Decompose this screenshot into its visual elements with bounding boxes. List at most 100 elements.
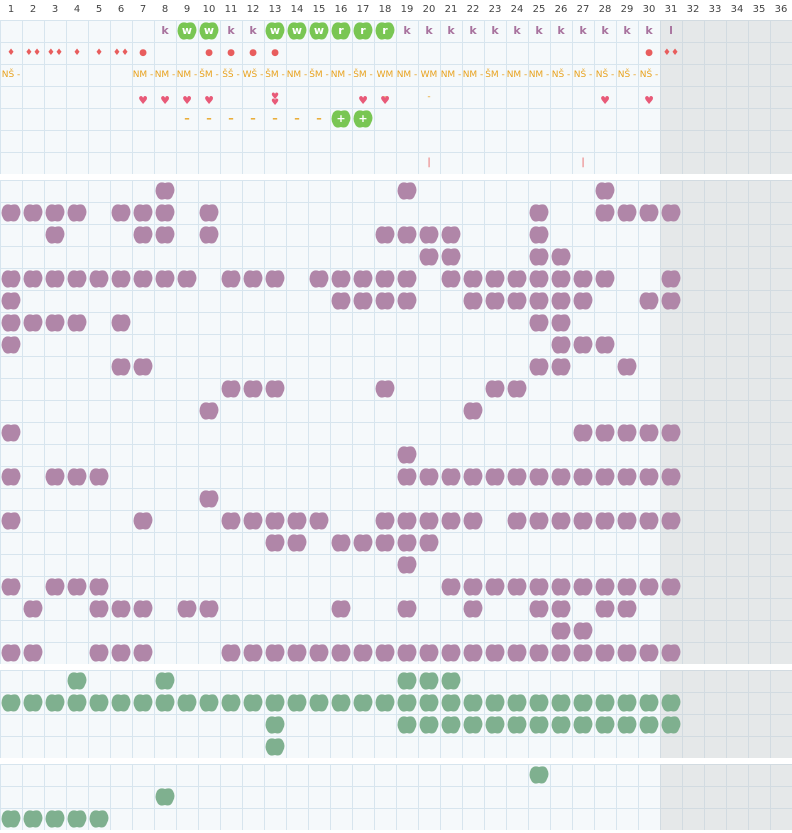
purple-habit-mark[interactable] bbox=[462, 290, 484, 312]
green-habit-mark[interactable] bbox=[528, 692, 550, 714]
purple-habit-mark[interactable] bbox=[132, 268, 154, 290]
purple-habit-mark[interactable] bbox=[0, 642, 22, 664]
purple-habit-mark[interactable] bbox=[572, 642, 594, 664]
purple-habit-mark[interactable] bbox=[528, 246, 550, 268]
purple-habit-mark[interactable] bbox=[198, 202, 220, 224]
purple-habit-mark[interactable] bbox=[528, 642, 550, 664]
green-habit-mark[interactable] bbox=[264, 714, 286, 736]
purple-habit-mark[interactable] bbox=[572, 290, 594, 312]
purple-habit-mark[interactable] bbox=[572, 466, 594, 488]
purple-habit-mark[interactable] bbox=[506, 510, 528, 532]
purple-habit-mark[interactable] bbox=[572, 334, 594, 356]
purple-habit-mark[interactable] bbox=[506, 268, 528, 290]
purple-habit-mark[interactable] bbox=[132, 642, 154, 664]
purple-habit-mark[interactable] bbox=[462, 576, 484, 598]
purple-habit-mark[interactable] bbox=[0, 510, 22, 532]
purple-habit-mark[interactable] bbox=[594, 202, 616, 224]
purple-habit-mark[interactable] bbox=[286, 532, 308, 554]
purple-habit-mark[interactable] bbox=[308, 642, 330, 664]
purple-habit-mark[interactable] bbox=[594, 180, 616, 202]
purple-habit-mark[interactable] bbox=[110, 356, 132, 378]
purple-habit-mark[interactable] bbox=[440, 224, 462, 246]
green-habit-mark[interactable] bbox=[594, 692, 616, 714]
purple-habit-mark[interactable] bbox=[264, 378, 286, 400]
purple-habit-mark[interactable] bbox=[462, 466, 484, 488]
purple-habit-mark[interactable] bbox=[154, 180, 176, 202]
purple-habit-mark[interactable] bbox=[594, 466, 616, 488]
purple-habit-mark[interactable] bbox=[528, 510, 550, 532]
purple-habit-mark[interactable] bbox=[594, 598, 616, 620]
purple-habit-mark[interactable] bbox=[484, 466, 506, 488]
purple-habit-mark[interactable] bbox=[132, 202, 154, 224]
green-habit-mark[interactable] bbox=[638, 692, 660, 714]
purple-habit-mark[interactable] bbox=[44, 224, 66, 246]
purple-habit-mark[interactable] bbox=[616, 466, 638, 488]
purple-habit-mark[interactable] bbox=[198, 224, 220, 246]
purple-habit-mark[interactable] bbox=[132, 510, 154, 532]
green-habit-mark[interactable] bbox=[616, 714, 638, 736]
purple-habit-mark[interactable] bbox=[396, 224, 418, 246]
green-habit-mark[interactable] bbox=[440, 714, 462, 736]
purple-habit-mark[interactable] bbox=[374, 290, 396, 312]
purple-habit-mark[interactable] bbox=[88, 576, 110, 598]
purple-habit-mark[interactable] bbox=[572, 422, 594, 444]
green-habit-mark[interactable] bbox=[88, 692, 110, 714]
green-habit-mark[interactable] bbox=[0, 692, 22, 714]
purple-habit-mark[interactable] bbox=[484, 290, 506, 312]
purple-habit-mark[interactable] bbox=[154, 224, 176, 246]
purple-habit-mark[interactable] bbox=[220, 268, 242, 290]
purple-habit-mark[interactable] bbox=[396, 268, 418, 290]
green-habit-mark[interactable] bbox=[506, 714, 528, 736]
purple-habit-mark[interactable] bbox=[418, 466, 440, 488]
purple-habit-mark[interactable] bbox=[572, 576, 594, 598]
purple-habit-mark[interactable] bbox=[0, 202, 22, 224]
purple-habit-mark[interactable] bbox=[638, 642, 660, 664]
green-habit-mark[interactable] bbox=[484, 692, 506, 714]
green-habit-mark[interactable] bbox=[418, 670, 440, 692]
purple-habit-mark[interactable] bbox=[506, 378, 528, 400]
purple-habit-mark[interactable] bbox=[220, 642, 242, 664]
badge-k-row[interactable] bbox=[198, 20, 220, 42]
purple-habit-mark[interactable] bbox=[88, 466, 110, 488]
purple-habit-mark[interactable] bbox=[242, 378, 264, 400]
green-habit-mark[interactable] bbox=[418, 692, 440, 714]
purple-habit-mark[interactable] bbox=[440, 510, 462, 532]
purple-habit-mark[interactable] bbox=[110, 598, 132, 620]
green-habit-mark[interactable] bbox=[374, 692, 396, 714]
green-habit-mark[interactable] bbox=[616, 692, 638, 714]
purple-habit-mark[interactable] bbox=[110, 642, 132, 664]
badge-dash-row[interactable] bbox=[330, 108, 352, 130]
purple-habit-mark[interactable] bbox=[66, 268, 88, 290]
green-habit-mark[interactable] bbox=[550, 692, 572, 714]
green-habit-mark[interactable] bbox=[352, 692, 374, 714]
purple-habit-mark[interactable] bbox=[638, 202, 660, 224]
purple-habit-mark[interactable] bbox=[638, 290, 660, 312]
green-habit-mark[interactable] bbox=[242, 692, 264, 714]
purple-habit-mark[interactable] bbox=[550, 356, 572, 378]
purple-habit-mark[interactable] bbox=[418, 532, 440, 554]
purple-habit-mark[interactable] bbox=[242, 510, 264, 532]
purple-habit-mark[interactable] bbox=[154, 202, 176, 224]
green-habit-mark[interactable] bbox=[660, 714, 682, 736]
purple-habit-mark[interactable] bbox=[66, 202, 88, 224]
purple-habit-mark[interactable] bbox=[462, 642, 484, 664]
purple-habit-mark[interactable] bbox=[242, 642, 264, 664]
purple-habit-mark[interactable] bbox=[462, 268, 484, 290]
purple-habit-mark[interactable] bbox=[594, 576, 616, 598]
purple-habit-mark[interactable] bbox=[550, 510, 572, 532]
purple-habit-mark[interactable] bbox=[0, 268, 22, 290]
purple-habit-mark[interactable] bbox=[330, 532, 352, 554]
purple-habit-mark[interactable] bbox=[572, 620, 594, 642]
purple-habit-mark[interactable] bbox=[66, 466, 88, 488]
purple-habit-mark[interactable] bbox=[550, 466, 572, 488]
purple-habit-mark[interactable] bbox=[396, 532, 418, 554]
badge-k-row[interactable] bbox=[330, 20, 352, 42]
purple-habit-mark[interactable] bbox=[330, 642, 352, 664]
green-habit-mark[interactable] bbox=[264, 692, 286, 714]
purple-habit-mark[interactable] bbox=[44, 312, 66, 334]
purple-habit-mark[interactable] bbox=[638, 510, 660, 532]
purple-habit-mark[interactable] bbox=[110, 312, 132, 334]
purple-habit-mark[interactable] bbox=[198, 598, 220, 620]
purple-habit-mark[interactable] bbox=[330, 268, 352, 290]
purple-habit-mark[interactable] bbox=[616, 576, 638, 598]
